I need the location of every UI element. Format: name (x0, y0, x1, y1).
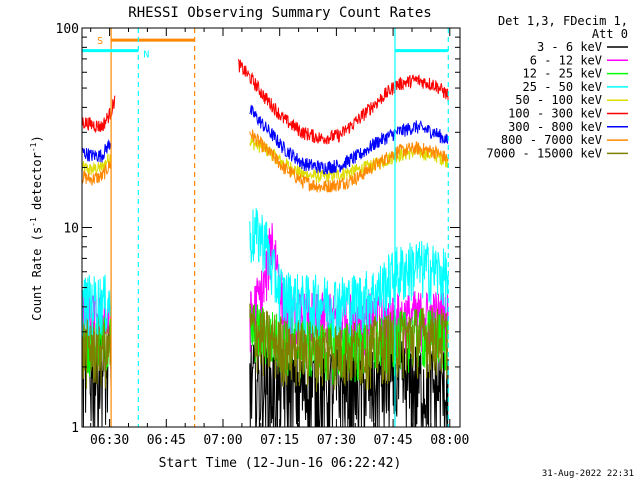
x-tick-label: 08:00 (430, 433, 469, 448)
chart-title: RHESSI Observing Summary Count Rates (128, 5, 431, 21)
x-tick-label: 07:30 (317, 433, 356, 448)
series-line (81, 208, 449, 338)
legend-entry-label: 800 - 7000 keV (501, 133, 602, 147)
legend-entry-label: 3 - 6 keV (537, 40, 602, 54)
legend-entry-label: 25 - 50 keV (523, 80, 602, 94)
legend-entry-label: 300 - 800 keV (508, 120, 602, 134)
y-axis-label: Count Rate (s-1 detector-1) (29, 135, 44, 320)
x-tick-label: 06:45 (147, 433, 186, 448)
legend-entry-label: 50 - 100 keV (515, 93, 602, 107)
x-tick-label: 07:45 (374, 433, 413, 448)
series-line (81, 129, 449, 193)
footer-timestamp: 31-Aug-2022 22:31 (542, 469, 634, 479)
annotation-label: N (143, 50, 149, 61)
x-tick-label: 07:15 (260, 433, 299, 448)
series-line (81, 59, 449, 145)
legend-entry-label: 6 - 12 keV (530, 53, 602, 67)
y-axis-ticks: 1 10 100 (56, 22, 460, 436)
annotation-layer: SN (82, 28, 449, 427)
y-tick-label: 10 (63, 222, 79, 237)
y-tick-label: 1 (71, 421, 79, 436)
x-axis-label: Start Time (12-Jun-16 06:22:42) (159, 456, 402, 471)
series-line (81, 104, 449, 175)
x-tick-label: 06:30 (90, 433, 129, 448)
legend-entry-label: 100 - 300 keV (508, 107, 602, 121)
x-axis-ticks: 06:30 06:45 07:00 07:15 07:30 07:45 08:00 (90, 28, 469, 448)
legend-entry-label: 12 - 25 keV (523, 67, 602, 81)
annotation-label: S (97, 36, 103, 47)
legend-header-line-2: Att 0 (592, 27, 628, 41)
y-tick-label: 100 (56, 22, 79, 37)
x-tick-label: 07:00 (203, 433, 242, 448)
series-layer (81, 59, 449, 428)
legend-entry-label: 7000 - 15000 keV (486, 146, 602, 160)
legend-header-line-1: Det 1,3, FDecim 1, (498, 14, 628, 28)
